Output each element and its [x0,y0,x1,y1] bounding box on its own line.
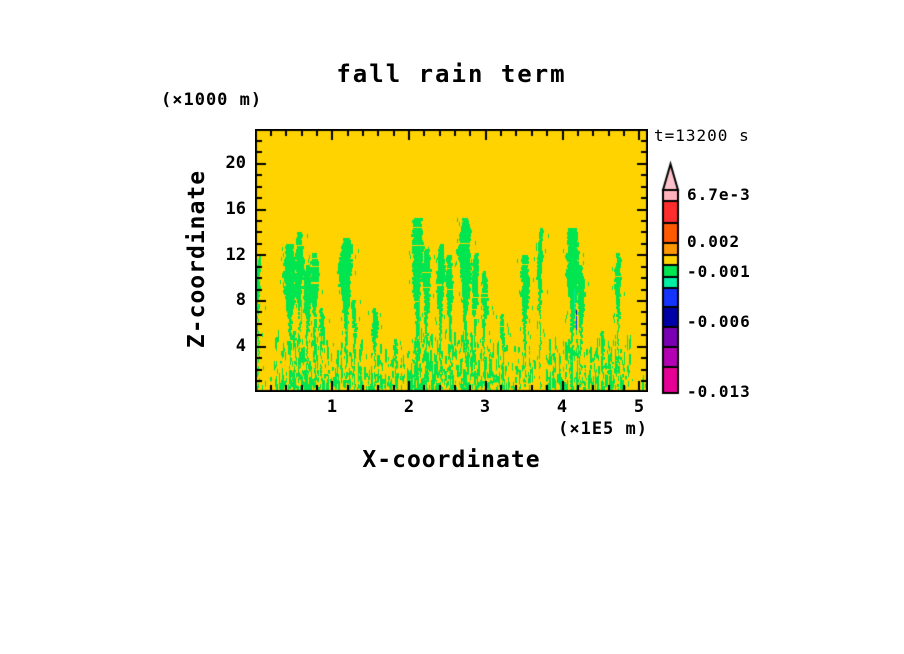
z-tick-label: 8 [235,290,246,310]
x-tick-label: 1 [326,397,338,417]
x-tick-label: 3 [479,397,491,417]
colorbar-label: -0.006 [687,312,751,331]
contour-plot-canvas [255,129,648,392]
x-axis-unit-label: (×1E5 m) [558,419,648,439]
time-annotation: t=13200 s [654,126,750,145]
z-tick-label: 4 [235,336,246,356]
page-title: fall rain term [336,60,567,88]
colorbar-canvas [656,155,690,403]
colorbar-label: 6.7e-3 [687,185,751,204]
colorbar-label: -0.001 [687,262,751,281]
x-axis-title: X-coordinate [362,447,541,473]
z-tick-label: 12 [225,245,246,265]
z-axis-title: Z-coordinate [184,169,210,349]
colorbar-label: 0.002 [687,232,741,251]
x-tick-label: 5 [633,397,645,417]
z-axis-unit-label: (×1000 m) [161,90,263,110]
z-tick-label: 16 [225,199,246,219]
z-tick-label: 20 [225,153,246,173]
colorbar-label: -0.013 [687,382,751,401]
x-tick-label: 4 [556,397,568,417]
x-tick-label: 2 [403,397,415,417]
